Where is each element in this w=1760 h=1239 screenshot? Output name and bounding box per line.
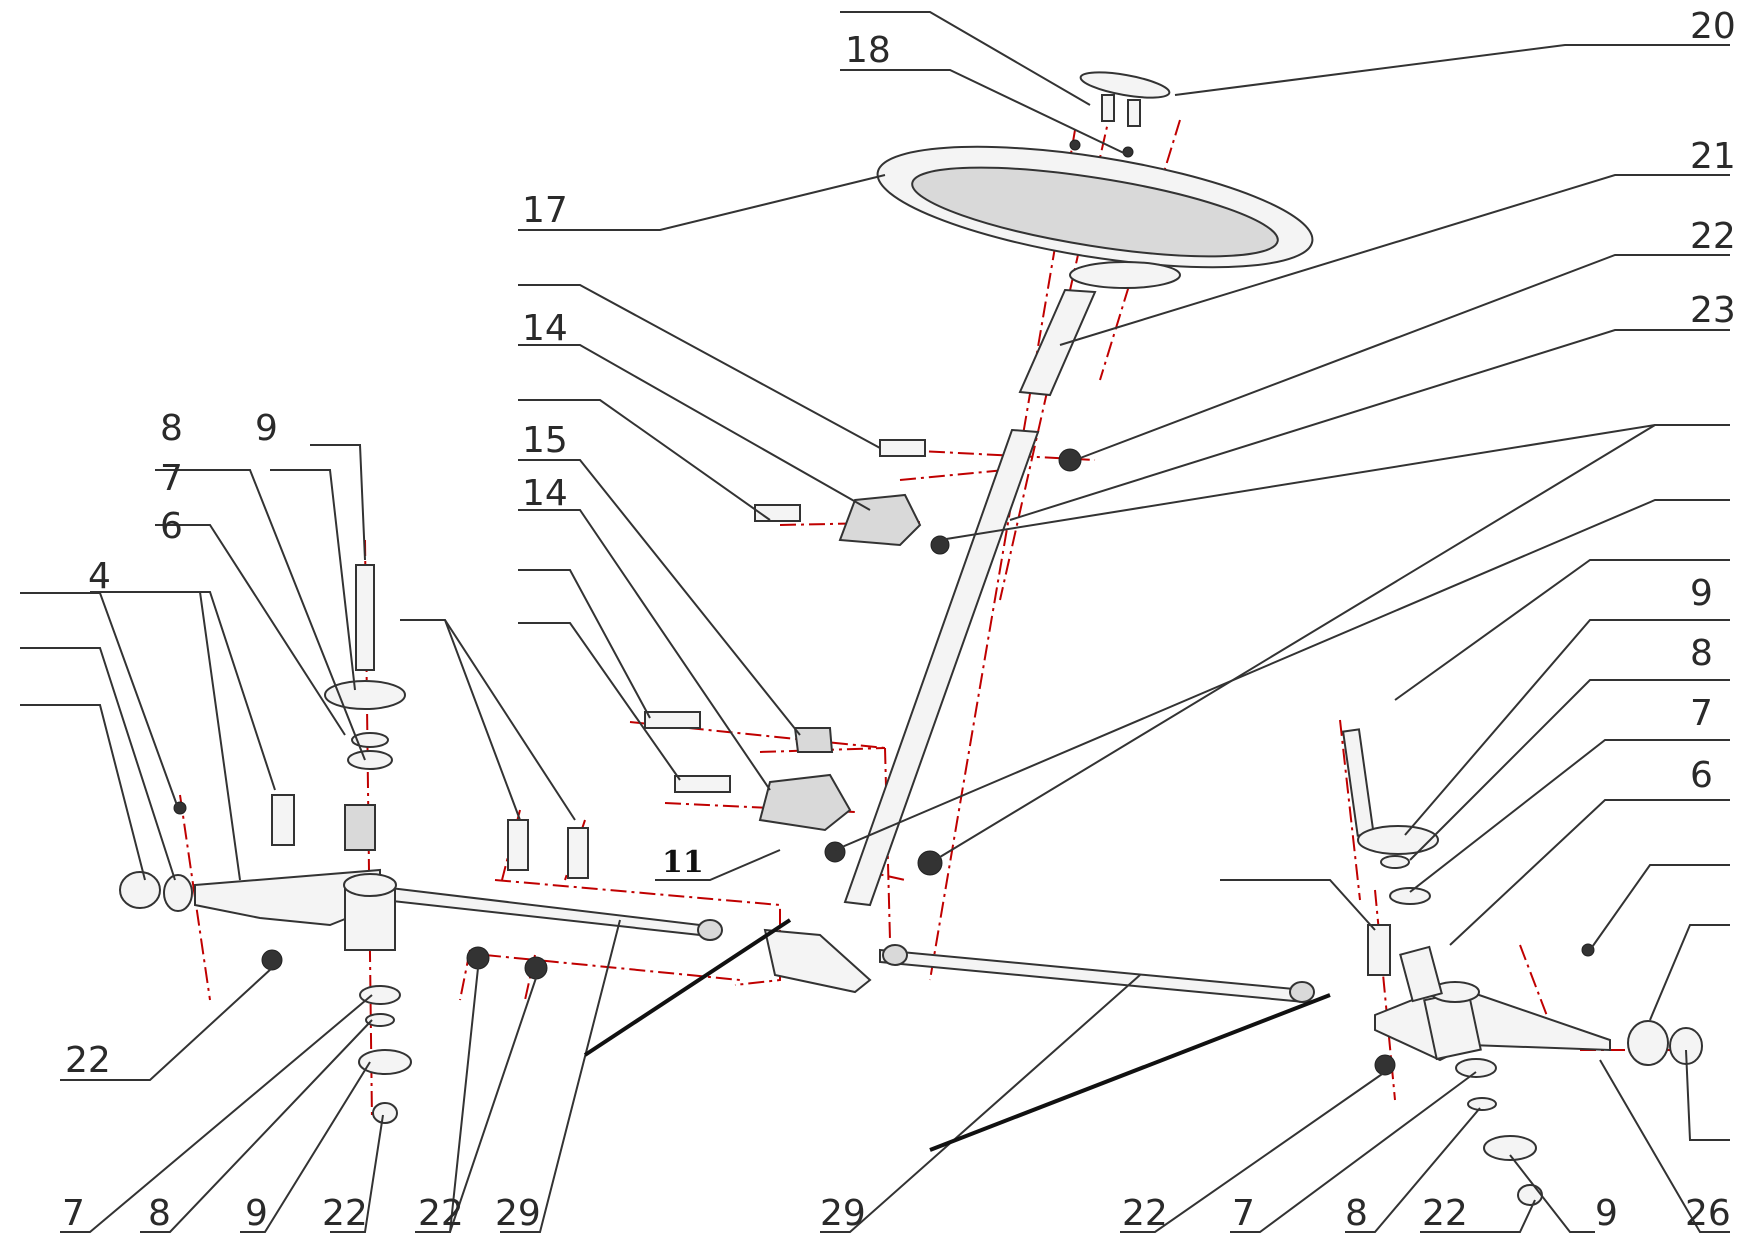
label-7-bottom-right: 7 xyxy=(1232,1193,1255,1234)
king-pins xyxy=(324,564,1439,855)
label-26: 26 xyxy=(1685,1193,1731,1234)
label-9-right: 9 xyxy=(1690,573,1713,614)
part-labels: 18 20 17 21 22 23 14 15 14 11 8 9 7 6 4 … xyxy=(62,6,1736,1234)
label-6-left: 6 xyxy=(160,506,183,547)
label-6-right: 6 xyxy=(1690,755,1713,796)
label-20: 20 xyxy=(1690,6,1736,47)
label-22-left-mid: 22 xyxy=(65,1040,111,1081)
label-7-bottom: 7 xyxy=(62,1193,85,1234)
label-15: 15 xyxy=(522,420,568,461)
label-8-bottom: 8 xyxy=(148,1193,171,1234)
label-22-bottom-d: 22 xyxy=(1422,1193,1468,1234)
label-22: 22 xyxy=(1690,216,1736,257)
label-9-bottom-right: 9 xyxy=(1595,1193,1618,1234)
left-steering-knuckle xyxy=(119,868,397,951)
label-14-lower: 14 xyxy=(522,473,568,514)
label-29-right: 29 xyxy=(820,1193,866,1234)
leader-lines xyxy=(20,11,1730,1233)
nuts xyxy=(173,139,1595,1076)
steering-column xyxy=(843,288,1097,907)
horn-cap xyxy=(1079,71,1171,99)
label-8-bottom-right: 8 xyxy=(1345,1193,1368,1234)
small-fasteners xyxy=(271,94,1543,1206)
label-21: 21 xyxy=(1690,136,1736,177)
label-22-bottom-a: 22 xyxy=(322,1193,368,1234)
label-7-left: 7 xyxy=(160,458,183,499)
label-14: 14 xyxy=(522,308,568,349)
column-clamp-upper xyxy=(838,493,922,547)
pitman-arm xyxy=(763,928,872,994)
column-clamp-lower xyxy=(758,727,852,832)
label-11: 11 xyxy=(662,845,704,880)
label-22-bottom-c: 22 xyxy=(1122,1193,1168,1234)
label-9-bottom: 9 xyxy=(245,1193,268,1234)
label-9-left: 9 xyxy=(255,408,278,449)
tie-rod xyxy=(364,883,1315,1004)
label-8-right: 8 xyxy=(1690,633,1713,674)
label-17: 17 xyxy=(522,190,568,231)
label-8-left: 8 xyxy=(160,408,183,449)
right-steering-knuckle xyxy=(1374,981,1703,1066)
label-7-right: 7 xyxy=(1690,693,1713,734)
label-22-bottom-b: 22 xyxy=(418,1193,464,1234)
steering-wheel xyxy=(876,145,1314,289)
label-29-left: 29 xyxy=(495,1193,541,1234)
label-4: 4 xyxy=(88,556,111,597)
label-18: 18 xyxy=(845,30,891,71)
label-23: 23 xyxy=(1690,290,1736,331)
